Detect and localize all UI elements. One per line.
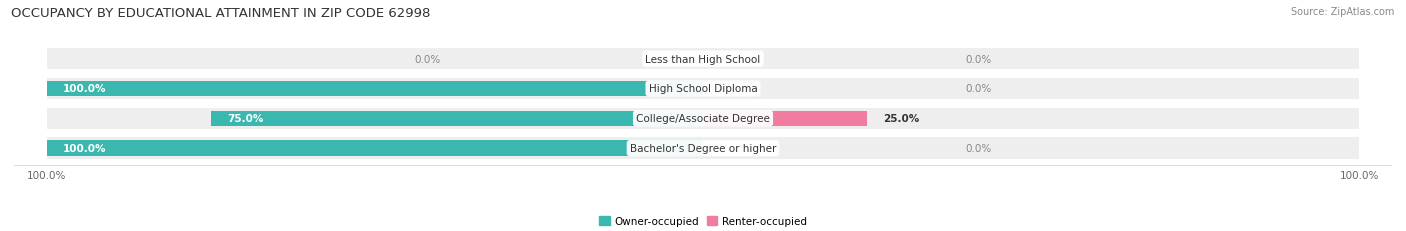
Text: 100.0%: 100.0%	[63, 143, 107, 153]
Bar	[46, 49, 1360, 70]
Text: 25.0%: 25.0%	[883, 114, 920, 124]
Text: Less than High School: Less than High School	[645, 55, 761, 64]
Text: Source: ZipAtlas.com: Source: ZipAtlas.com	[1291, 7, 1395, 17]
Legend: Owner-occupied, Renter-occupied: Owner-occupied, Renter-occupied	[599, 216, 807, 226]
Text: 0.0%: 0.0%	[415, 55, 440, 64]
Text: 0.0%: 0.0%	[966, 84, 991, 94]
Bar	[211, 111, 703, 127]
Text: College/Associate Degree: College/Associate Degree	[636, 114, 770, 124]
Bar	[46, 78, 1360, 100]
Text: 0.0%: 0.0%	[966, 143, 991, 153]
Bar	[46, 81, 703, 97]
Bar	[703, 111, 868, 127]
Text: 0.0%: 0.0%	[966, 55, 991, 64]
Text: 75.0%: 75.0%	[228, 114, 264, 124]
Text: OCCUPANCY BY EDUCATIONAL ATTAINMENT IN ZIP CODE 62998: OCCUPANCY BY EDUCATIONAL ATTAINMENT IN Z…	[11, 7, 430, 20]
Text: 100.0%: 100.0%	[63, 84, 107, 94]
Bar	[46, 141, 703, 156]
Text: Bachelor's Degree or higher: Bachelor's Degree or higher	[630, 143, 776, 153]
Text: High School Diploma: High School Diploma	[648, 84, 758, 94]
Bar	[46, 138, 1360, 159]
Bar	[46, 108, 1360, 130]
